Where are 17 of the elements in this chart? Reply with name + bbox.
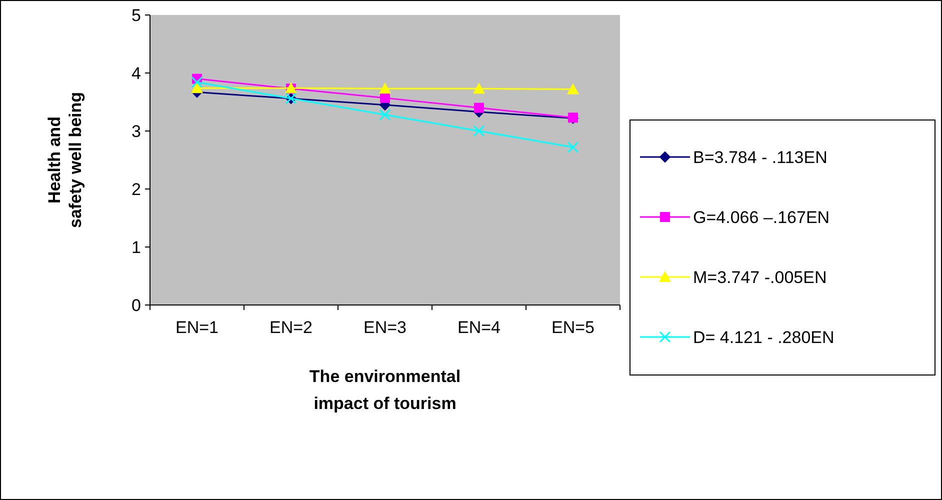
x-tick-label: EN=1 bbox=[176, 318, 218, 337]
y-tick-label: 2 bbox=[132, 180, 141, 199]
x-tick-label: EN=3 bbox=[364, 318, 406, 337]
x-tick-label: EN=4 bbox=[458, 318, 500, 337]
y-tick-label: 4 bbox=[132, 64, 141, 83]
y-axis-title: Health and safety well being bbox=[45, 92, 85, 228]
legend-label: B=3.784 - .113EN bbox=[693, 148, 828, 167]
y-tick-label: 3 bbox=[132, 122, 141, 141]
x-tick-label: EN=2 bbox=[270, 318, 312, 337]
legend-label: D= 4.121 - .280EN bbox=[693, 328, 834, 347]
x-tick-label: EN=5 bbox=[552, 318, 594, 337]
y-tick-label: 0 bbox=[132, 296, 141, 315]
x-axis-title: The environmental impact of tourism bbox=[309, 367, 461, 413]
legend-label: M=3.747 -.005EN bbox=[693, 268, 827, 287]
legend-label: G=4.066 –.167EN bbox=[693, 208, 830, 227]
y-tick-label: 1 bbox=[132, 238, 141, 257]
y-tick-label: 5 bbox=[132, 6, 141, 25]
